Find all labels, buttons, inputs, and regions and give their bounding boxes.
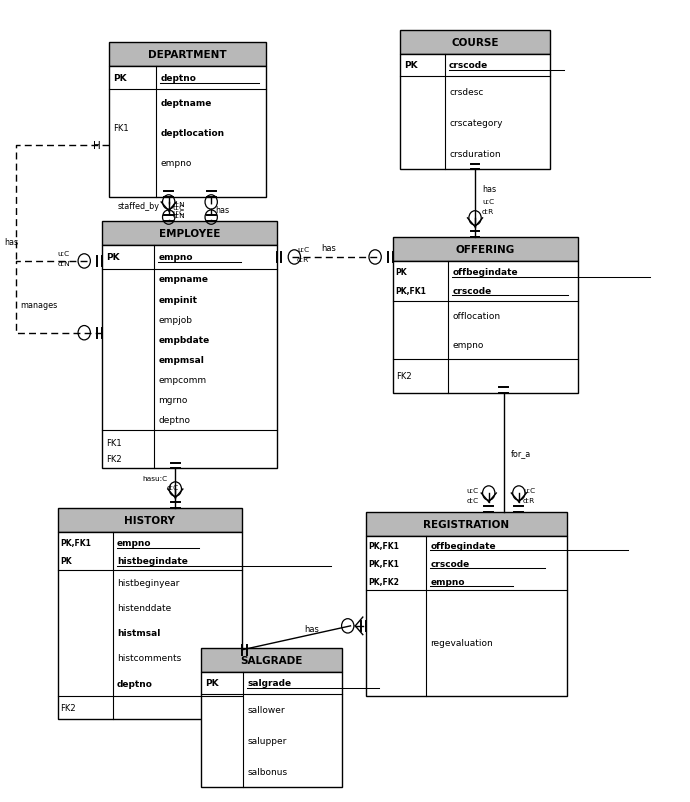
Text: for_a: for_a (511, 448, 531, 457)
Text: crscode: crscode (453, 286, 492, 295)
Text: hasu:C: hasu:C (142, 476, 168, 481)
Text: crscode: crscode (430, 559, 469, 568)
Text: u:C: u:C (297, 247, 309, 253)
Text: PK,FK1: PK,FK1 (395, 286, 426, 295)
Text: offlocation: offlocation (453, 311, 500, 321)
Text: PK,FK2: PK,FK2 (368, 577, 399, 585)
Bar (102, 222, 277, 245)
Text: FK1: FK1 (106, 438, 121, 448)
Text: regevaluation: regevaluation (430, 638, 493, 648)
Text: histbeginyear: histbeginyear (117, 579, 179, 588)
Text: H: H (93, 140, 101, 150)
Text: d:C: d:C (166, 484, 179, 490)
Text: has: has (215, 205, 229, 214)
Text: crscategory: crscategory (449, 119, 502, 128)
Text: EMPLOYEE: EMPLOYEE (159, 229, 220, 239)
Text: OFFERING: OFFERING (455, 245, 515, 255)
Text: empno: empno (117, 539, 152, 548)
Text: PK: PK (106, 253, 120, 262)
Bar (201, 648, 342, 672)
Text: mgrno: mgrno (159, 396, 188, 405)
Text: has: has (4, 237, 18, 246)
Text: histmsal: histmsal (117, 629, 161, 638)
Text: FK1: FK1 (113, 124, 128, 132)
Text: u:C: u:C (482, 198, 494, 205)
Text: FK2: FK2 (60, 703, 76, 712)
Text: deptname: deptname (160, 99, 212, 107)
Text: COURSE: COURSE (451, 38, 499, 47)
Text: deptlocation: deptlocation (160, 129, 224, 138)
Text: deptno: deptno (159, 416, 190, 425)
Text: d:R: d:R (523, 497, 535, 504)
Text: d:R: d:R (482, 209, 494, 215)
Bar (393, 261, 578, 393)
Text: crscode: crscode (449, 61, 489, 71)
Text: crsduration: crsduration (449, 150, 501, 159)
Bar (57, 533, 242, 719)
Text: empno: empno (160, 159, 192, 168)
Bar (201, 672, 342, 788)
Bar (366, 512, 567, 537)
Text: has: has (321, 244, 336, 253)
Text: DEPARTMENT: DEPARTMENT (148, 50, 227, 59)
Text: empno: empno (159, 253, 193, 262)
Text: histcomments: histcomments (117, 654, 181, 662)
Text: u:C: u:C (57, 251, 70, 257)
Text: offbegindate: offbegindate (430, 541, 496, 550)
Bar (393, 237, 578, 261)
Text: PK: PK (60, 557, 72, 565)
Bar (57, 508, 242, 533)
Text: u:C: u:C (523, 487, 535, 493)
Text: histenddate: histenddate (117, 604, 171, 613)
Bar (102, 245, 277, 468)
Text: u:C: u:C (172, 209, 185, 215)
Text: empinit: empinit (159, 295, 197, 304)
Text: d:N: d:N (172, 213, 186, 219)
Text: d:C: d:C (467, 497, 479, 504)
Text: PK: PK (404, 61, 417, 71)
Text: salbonus: salbonus (248, 768, 288, 776)
Bar (400, 55, 551, 170)
Text: manages: manages (20, 301, 57, 310)
Text: empno: empno (430, 577, 464, 585)
Text: has: has (482, 185, 496, 194)
Text: d:N: d:N (57, 261, 70, 267)
Text: d:N: d:N (172, 201, 186, 207)
Text: PK: PK (395, 268, 407, 277)
Text: has: has (304, 624, 319, 633)
Text: REGISTRATION: REGISTRATION (424, 520, 509, 529)
Text: histbegindate: histbegindate (117, 557, 188, 565)
Text: d:R: d:R (297, 257, 309, 263)
Bar (109, 67, 266, 198)
Text: deptno: deptno (117, 678, 153, 687)
Text: staffed_by: staffed_by (117, 201, 159, 210)
Text: sallower: sallower (248, 705, 285, 714)
Text: PK,FK1: PK,FK1 (368, 559, 399, 568)
Text: HISTORY: HISTORY (124, 516, 175, 525)
Text: empcomm: empcomm (159, 375, 206, 385)
Text: PK,FK1: PK,FK1 (60, 539, 91, 548)
Bar (109, 43, 266, 67)
Text: salupper: salupper (248, 736, 287, 745)
Text: empmsal: empmsal (159, 355, 204, 365)
Text: FK2: FK2 (395, 372, 411, 381)
Text: FK2: FK2 (106, 455, 121, 464)
Bar (400, 30, 551, 55)
Text: PK,FK1: PK,FK1 (368, 541, 399, 550)
Bar (366, 537, 567, 695)
Text: crsdesc: crsdesc (449, 88, 484, 97)
Text: empjob: empjob (159, 315, 193, 324)
Text: empno: empno (453, 341, 484, 350)
Text: u:C: u:C (172, 205, 185, 210)
Text: empname: empname (159, 275, 208, 284)
Text: PK: PK (113, 74, 126, 83)
Text: u:C: u:C (467, 487, 479, 493)
Text: PK: PK (206, 678, 219, 687)
Text: empbdate: empbdate (159, 335, 210, 345)
Text: deptno: deptno (160, 74, 196, 83)
Text: SALGRADE: SALGRADE (240, 655, 303, 665)
Text: offbegindate: offbegindate (453, 268, 518, 277)
Text: salgrade: salgrade (248, 678, 292, 687)
